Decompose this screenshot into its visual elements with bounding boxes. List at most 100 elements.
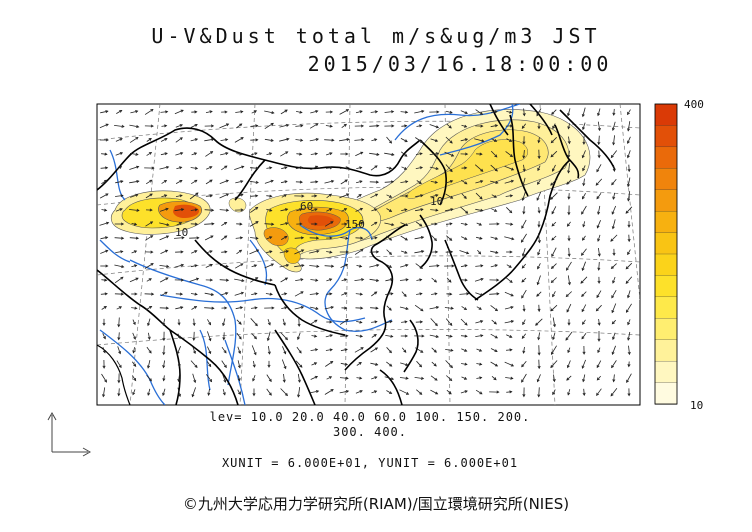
wind-arrow [416,360,422,368]
colorbar-swatch [654,382,678,405]
wind-arrow-head [597,141,601,146]
wind-arrow-head [522,394,526,398]
wind-arrow [250,318,258,326]
wind-arrow [131,375,137,381]
wind-arrow-head [253,264,258,268]
wind-arrow-head [612,336,615,341]
wind-arrow [521,233,527,243]
wind-arrow-head [493,377,497,381]
wind-arrow-head [450,153,455,157]
wind-arrow-head [420,208,424,212]
wind-arrow [236,153,242,155]
wind-arrow [370,193,378,199]
wind-arrow-head [552,125,556,130]
wind-arrow [326,376,332,380]
wind-arrow [384,376,394,380]
wind-arrow [147,318,151,326]
wind-arrow-head [611,351,615,355]
wind-arrow-head [537,224,541,228]
wind-arrow [460,264,468,268]
wind-arrow-head [344,222,348,226]
wind-arrow-head [103,208,108,212]
wind-arrow [354,279,364,281]
wind-arrow [280,109,288,115]
wind-arrow [219,279,229,281]
wind-arrow [324,389,334,395]
wind-arrow-head [255,124,259,128]
wind-arrow [566,261,572,271]
wind-arrow-head [300,124,304,128]
wind-arrow-head [581,155,585,159]
wind-arrow-head [509,210,513,214]
wind-arrow [129,237,139,239]
wind-arrow-head [269,194,273,198]
wind-arrow-head [521,279,525,283]
wind-arrow-head [180,152,184,155]
wind-arrow-head [595,308,599,312]
wind-arrow [459,250,469,254]
wind-arrow-head [522,308,526,312]
wind-arrow-head [391,152,395,156]
wind-arrow-head [449,222,453,226]
wind-arrow-head [241,165,245,169]
wind-arrow [551,235,557,241]
wind-arrow [264,122,274,130]
wind-arrow [131,361,137,367]
wind-arrow-head [536,293,540,297]
wind-arrow-head [419,223,423,227]
wind-arrow-head [240,193,244,197]
wind-arrow [356,321,362,323]
wind-arrow-head [496,222,500,226]
wind-arrow-head [330,389,334,392]
wind-arrow-head [253,336,257,340]
wind-arrow-head [550,154,554,158]
wind-arrow-head [225,193,230,197]
wind-arrow [550,150,558,158]
wind-arrow-head [300,138,304,142]
wind-arrow [566,375,572,381]
wind-arrow [399,389,409,395]
wind-arrow-head [180,263,185,267]
wind-arrow [597,234,601,242]
wind-arrow-head [329,110,334,114]
wind-arrow [163,360,165,368]
wind-arrow-head [509,139,513,142]
wind-arrow-head [567,140,571,145]
wind-arrow [309,123,319,129]
wind-arrow [386,390,392,394]
wind-arrow-head [537,266,540,270]
wind-arrow [266,195,272,197]
wind-arrow-head [480,208,484,212]
wind-arrow-head [241,278,245,283]
wind-arrow-head [552,336,556,341]
wind-arrow-head [209,250,213,254]
wind-arrow-head [582,237,585,241]
wind-arrow-head [435,208,439,212]
wind-arrow [101,373,107,383]
wind-arrow [159,265,169,267]
wind-arrow [567,360,571,368]
wind-arrow [537,179,541,185]
wind-arrow-head [510,320,515,324]
colorbar [654,103,678,405]
wind-arrow [535,318,543,326]
wind-arrow-head [194,208,199,212]
wind-arrow-head [120,276,124,280]
wind-arrow-head [117,337,121,341]
wind-arrow-head [375,250,380,254]
wind-arrow [234,193,244,199]
wind-arrow-head [343,123,347,127]
colorbar-swatch [654,189,678,212]
wind-arrow-head [194,166,199,170]
wind-arrow-head [436,110,440,114]
wind-arrow [310,110,318,114]
wind-arrow-head [284,109,288,113]
wind-arrow-head [180,250,184,254]
wind-arrow [309,138,319,142]
wind-arrow [537,275,541,285]
colorbar-swatch [654,275,678,298]
wind-arrow-head [344,179,348,183]
wind-arrow [236,332,242,340]
wind-arrow [297,332,301,340]
wind-arrow [429,166,439,170]
